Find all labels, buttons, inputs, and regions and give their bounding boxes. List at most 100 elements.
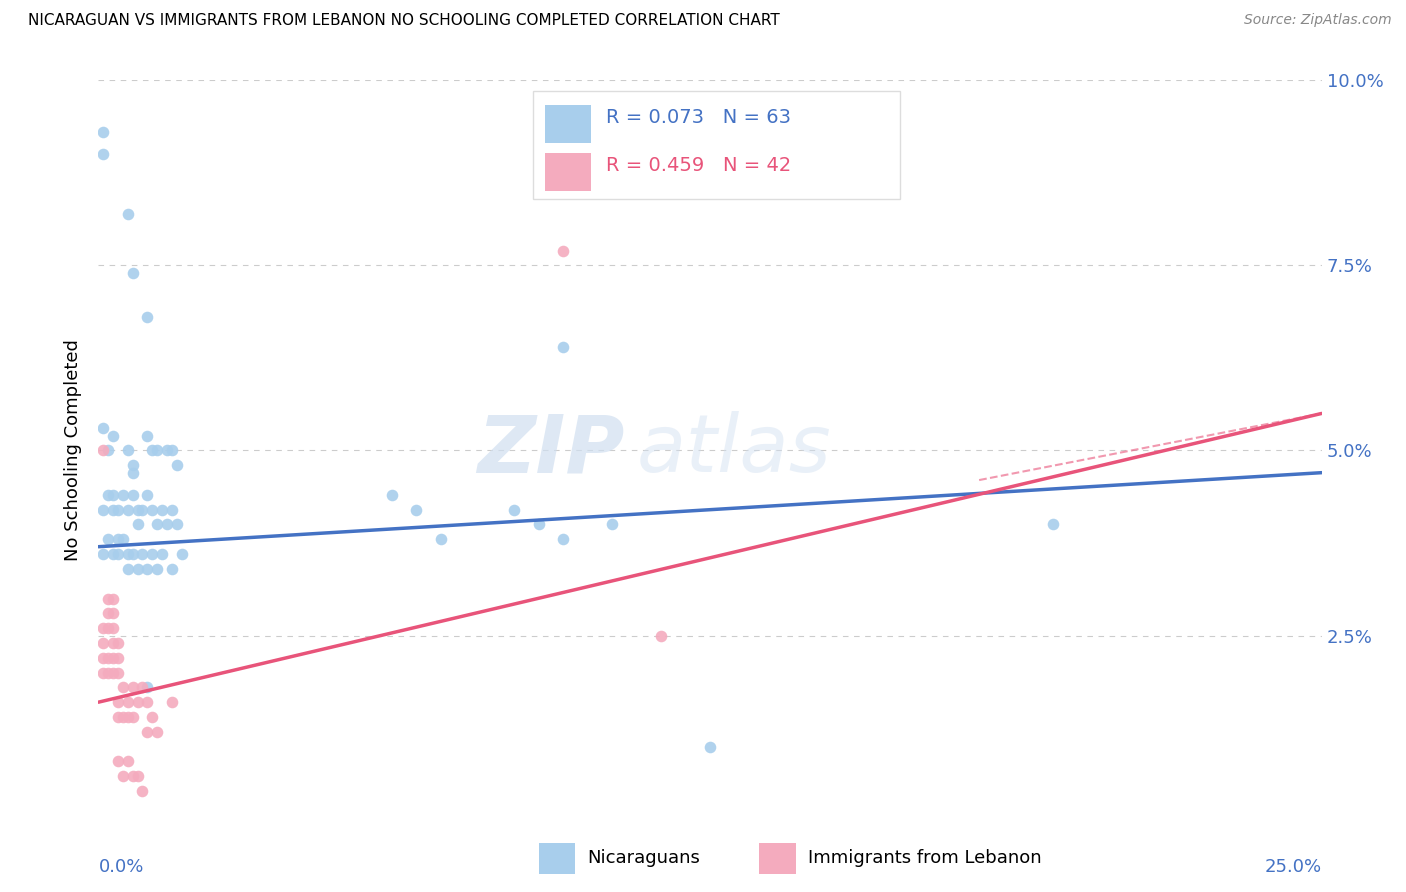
Text: ZIP: ZIP: [477, 411, 624, 490]
Text: Immigrants from Lebanon: Immigrants from Lebanon: [808, 848, 1042, 867]
Point: [146, 724, 169, 739]
Point: [97, 591, 120, 606]
Point: [117, 695, 139, 709]
Point: [91, 636, 114, 650]
Point: [527, 517, 550, 532]
Point: [699, 739, 721, 754]
Point: [101, 636, 124, 650]
Text: Nicaraguans: Nicaraguans: [588, 848, 700, 867]
Point: [136, 695, 159, 709]
Point: [101, 502, 124, 516]
Point: [107, 533, 129, 547]
Point: [91, 147, 114, 161]
Point: [141, 443, 163, 458]
Point: [553, 244, 575, 258]
Point: [131, 784, 153, 798]
Point: [111, 769, 134, 783]
Point: [146, 562, 169, 576]
FancyBboxPatch shape: [538, 843, 575, 874]
Point: [405, 502, 427, 516]
Point: [150, 502, 173, 516]
Point: [97, 607, 120, 621]
Point: [141, 502, 163, 516]
Point: [156, 517, 179, 532]
Text: atlas: atlas: [637, 411, 831, 490]
Point: [150, 547, 173, 561]
Point: [600, 517, 623, 532]
Point: [117, 755, 139, 769]
Point: [101, 650, 124, 665]
Point: [136, 428, 159, 442]
Point: [553, 340, 575, 354]
Point: [156, 443, 179, 458]
Point: [127, 562, 149, 576]
Text: NICARAGUAN VS IMMIGRANTS FROM LEBANON NO SCHOOLING COMPLETED CORRELATION CHART: NICARAGUAN VS IMMIGRANTS FROM LEBANON NO…: [28, 13, 780, 29]
Point: [107, 710, 129, 724]
FancyBboxPatch shape: [546, 104, 592, 144]
Point: [117, 502, 139, 516]
Point: [107, 636, 129, 650]
Point: [121, 710, 143, 724]
Point: [1042, 517, 1064, 532]
Point: [166, 517, 188, 532]
Point: [91, 650, 114, 665]
Point: [136, 310, 159, 325]
FancyBboxPatch shape: [759, 843, 796, 874]
Point: [107, 547, 129, 561]
Point: [107, 502, 129, 516]
Point: [117, 443, 139, 458]
Text: R = 0.073   N = 63: R = 0.073 N = 63: [606, 108, 792, 127]
Point: [136, 724, 159, 739]
Point: [136, 562, 159, 576]
Point: [91, 621, 114, 635]
Point: [121, 266, 143, 280]
Point: [101, 591, 124, 606]
Point: [91, 125, 114, 139]
Point: [121, 458, 143, 473]
Point: [101, 547, 124, 561]
Point: [101, 665, 124, 680]
Text: 0.0%: 0.0%: [98, 858, 143, 876]
Point: [430, 533, 453, 547]
Point: [160, 443, 183, 458]
Point: [91, 502, 114, 516]
Point: [146, 517, 169, 532]
Point: [111, 488, 134, 502]
Point: [166, 458, 188, 473]
Point: [503, 502, 526, 516]
Point: [160, 562, 183, 576]
Point: [91, 443, 114, 458]
Point: [117, 562, 139, 576]
Point: [121, 466, 143, 480]
Point: [107, 650, 129, 665]
Point: [97, 488, 120, 502]
Point: [131, 547, 153, 561]
Point: [107, 665, 129, 680]
Point: [127, 517, 149, 532]
Point: [97, 665, 120, 680]
Point: [111, 533, 134, 547]
Point: [117, 710, 139, 724]
Point: [121, 769, 143, 783]
Text: R = 0.459   N = 42: R = 0.459 N = 42: [606, 156, 792, 175]
Point: [117, 206, 139, 220]
Point: [170, 547, 193, 561]
Point: [127, 502, 149, 516]
Y-axis label: No Schooling Completed: No Schooling Completed: [65, 340, 83, 561]
Point: [141, 710, 163, 724]
Point: [91, 547, 114, 561]
Point: [91, 665, 114, 680]
Point: [121, 547, 143, 561]
Point: [101, 621, 124, 635]
FancyBboxPatch shape: [533, 91, 900, 199]
Point: [160, 695, 183, 709]
Point: [553, 533, 575, 547]
Point: [127, 695, 149, 709]
Point: [111, 681, 134, 695]
Point: [141, 547, 163, 561]
Point: [117, 547, 139, 561]
Point: [97, 443, 120, 458]
Point: [121, 681, 143, 695]
Point: [121, 488, 143, 502]
Point: [107, 695, 129, 709]
